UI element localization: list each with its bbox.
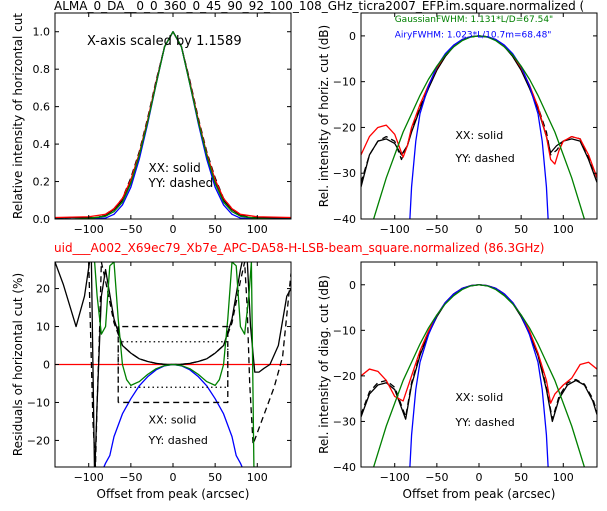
horiz-cut-db-xtick-label: 50	[514, 223, 528, 236]
horiz-cut-db-frame	[360, 12, 598, 220]
horizontal-cut-series-0-solid	[55, 31, 291, 219]
horizontal-cut-ytick-label: 0.8	[33, 63, 51, 76]
diag-cut-db-series-group	[361, 284, 597, 467]
horizontal-cut-series-3-solid	[55, 31, 291, 219]
horiz-cut-db-legend-entry: AiryFWHM: 1.023*L/10.7m=68.48"	[395, 31, 552, 41]
horiz-cut-db-xtick-label: 0	[476, 223, 483, 236]
horizontal-cut-series-1-dashed	[55, 31, 291, 219]
horizontal-cut-xtick-label: 50	[208, 223, 222, 236]
residuals-series-2-dashed	[88, 262, 291, 467]
residuals-xtick-label: 50	[208, 471, 222, 484]
horiz-cut-db-series-3-solid	[409, 35, 549, 219]
residuals-xlabel: Offset from peak (arcsec)	[97, 487, 250, 501]
residuals-ytick-label: −20	[27, 434, 50, 447]
diag-cut-db-xlabel: Offset from peak (arcsec)	[403, 487, 556, 501]
horiz-cut-db-legend-entry: GaussianFWHM: 1.131*L/D=67.54"	[395, 15, 553, 25]
mid-title: uid___A002_X69ec79_Xb7e_APC-DA58-H-LSB-b…	[54, 241, 544, 255]
diag-cut-db-ytick-label: −10	[333, 324, 356, 337]
diag-cut-db-xtick-label: 100	[553, 471, 574, 484]
diag-cut-db-ylabel: Rel. intensity of diag. cut (dB)	[317, 275, 331, 454]
residuals-series-4-solid	[93, 262, 258, 467]
horizontal-cut-ytick-label: 0.6	[33, 101, 51, 114]
diag-cut-db-annotation: YY: dashed	[454, 416, 514, 429]
diag-cut-db-xtick-label: 0	[476, 471, 483, 484]
diag-cut-db-ytick-label: 0	[349, 279, 356, 292]
residuals-ytick-label: 10	[36, 321, 50, 334]
horizontal-cut-ytick-label: 0.2	[33, 176, 51, 189]
residuals-series-5-dashed	[117, 325, 229, 404]
horizontal-cut-ylabel: Relative intensity of horizontal cut	[11, 13, 25, 219]
horizontal-cut-annotation: XX: solid	[149, 161, 201, 175]
horizontal-cut-annotation: X-axis scaled by 1.1589	[87, 34, 242, 49]
residuals-ylabel: Residuals of horizontal cut (%)	[11, 273, 25, 456]
residuals-annotation: XX: solid	[149, 413, 197, 426]
horizontal-cut-ytick-label: 0.0	[33, 213, 51, 226]
horizontal-cut-xtick-label: 0	[170, 223, 177, 236]
diag-cut-db-ytick-label: −30	[333, 415, 356, 428]
horiz-cut-db-xtick-label: −100	[380, 223, 410, 236]
horiz-cut-db-series-1-dashed	[361, 35, 597, 183]
horiz-cut-db-ytick-label: −20	[333, 121, 356, 134]
horiz-cut-db-xtick-label: 100	[553, 223, 574, 236]
horiz-cut-db-ytick-label: −10	[333, 76, 356, 89]
diag-cut-db-series-4-solid	[373, 284, 585, 467]
diag-cut-db-xtick-label: 50	[514, 471, 528, 484]
horiz-cut-db-series-group	[361, 35, 597, 219]
horiz-cut-db-ytick-label: −40	[333, 213, 356, 226]
diag-cut-db-ytick-label: −40	[333, 461, 356, 474]
chart-horizontal-cut: −100 −50 0 50 100 0.0 0.2 0.4 0.6 0.8 1.0 Relative …	[11, 12, 292, 236]
horizontal-cut-series-group	[55, 31, 291, 219]
horizontal-cut-ytick-label: 0.4	[33, 138, 51, 151]
residuals-xtick-label: 100	[247, 471, 268, 484]
horizontal-cut-xtick-label: 100	[247, 223, 268, 236]
horiz-cut-db-xtick-label: −50	[425, 223, 448, 236]
residuals-xtick-label: 0	[170, 471, 177, 484]
diag-cut-db-series-2-solid	[361, 284, 597, 404]
diag-cut-db-ytick-label: −20	[333, 370, 356, 383]
top-title: ALMA_0_DA__0_0_360_0_45_90_92_100_108_GH…	[54, 0, 584, 13]
horiz-cut-db-ytick-label: 0	[349, 30, 356, 43]
horiz-cut-db-ylabel: Rel. intensity of horiz. cut (dB)	[317, 25, 331, 207]
horizontal-cut-ytick-label: 1.0	[33, 26, 51, 39]
horiz-cut-db-annotation: YY: dashed	[454, 152, 514, 165]
residuals-ytick-label: 0	[43, 359, 50, 372]
diag-cut-db-annotation: XX: solid	[455, 391, 503, 404]
diag-cut-db-xtick-label: −50	[425, 471, 448, 484]
residuals-series-group	[55, 262, 291, 467]
horizontal-cut-series-4-solid	[55, 31, 291, 219]
horizontal-cut-xtick-label: −100	[74, 223, 104, 236]
horizontal-cut-annotation: YY: dashed	[148, 176, 214, 190]
diag-cut-db-frame	[360, 261, 598, 468]
horiz-cut-db-series-4-solid	[373, 35, 585, 219]
residuals-annotation: YY: dashed	[148, 434, 208, 447]
residuals-ytick-label: −10	[27, 396, 50, 409]
horiz-cut-db-ytick-label: −30	[333, 167, 356, 180]
horiz-cut-db-annotation: XX: solid	[455, 129, 503, 142]
residuals-xtick-label: −50	[119, 471, 142, 484]
horizontal-cut-xtick-label: −50	[119, 223, 142, 236]
diag-cut-db-xtick-label: −100	[380, 471, 410, 484]
diag-cut-db-series-3-solid	[409, 284, 549, 467]
residuals-ytick-label: 20	[36, 283, 50, 296]
residuals-xtick-label: −100	[74, 471, 104, 484]
